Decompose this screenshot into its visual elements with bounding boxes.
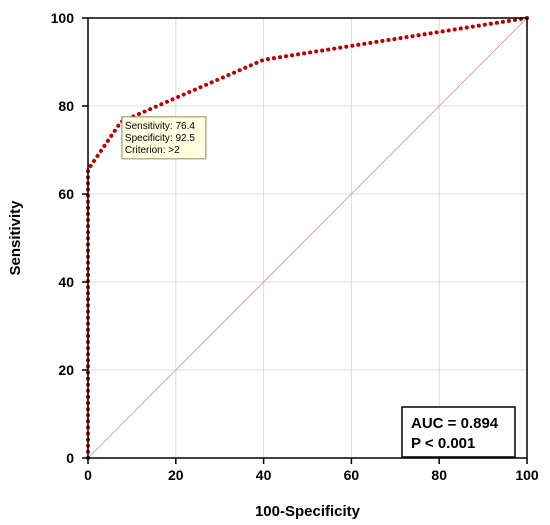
criterion-annotation: Sensitivity: 76.4 Specificity: 92.5 Crit…: [121, 116, 207, 160]
roc-curve: [86, 16, 529, 460]
auc-value: AUC = 0.894: [411, 415, 499, 432]
annotation-criterion: Criterion: >2: [125, 145, 180, 156]
y-tick-label: 60: [58, 186, 74, 202]
x-tick-label: 40: [256, 467, 272, 483]
plot-frame: [87, 17, 528, 459]
x-tick-label: 20: [168, 467, 184, 483]
axis-ticks: 0 20 40 60 80 100 0 20 40 60 80 100: [51, 10, 539, 483]
x-axis-label: 100-Specificity: [255, 503, 361, 520]
annotation-box: [121, 116, 207, 160]
y-tick-label: 0: [66, 450, 74, 466]
reference-diagonal-line: [87, 17, 528, 459]
annotation-sensitivity: Sensitivity: 76.4: [125, 121, 195, 132]
y-tick-label: 100: [51, 10, 75, 26]
y-tick-label: 40: [58, 274, 74, 290]
p-value: P < 0.001: [411, 435, 475, 452]
y-axis-label: Sensitivity: [7, 200, 24, 276]
y-tick-label: 80: [58, 98, 74, 114]
annotation-specificity: Specificity: 92.5: [125, 133, 195, 144]
x-tick-label: 80: [431, 467, 447, 483]
stats-box-frame: [401, 406, 516, 458]
y-tick-label: 20: [58, 362, 74, 378]
x-tick-label: 0: [84, 467, 92, 483]
stats-box: AUC = 0.894 P < 0.001: [401, 406, 516, 458]
x-tick-label: 60: [344, 467, 360, 483]
x-tick-label: 100: [515, 467, 539, 483]
